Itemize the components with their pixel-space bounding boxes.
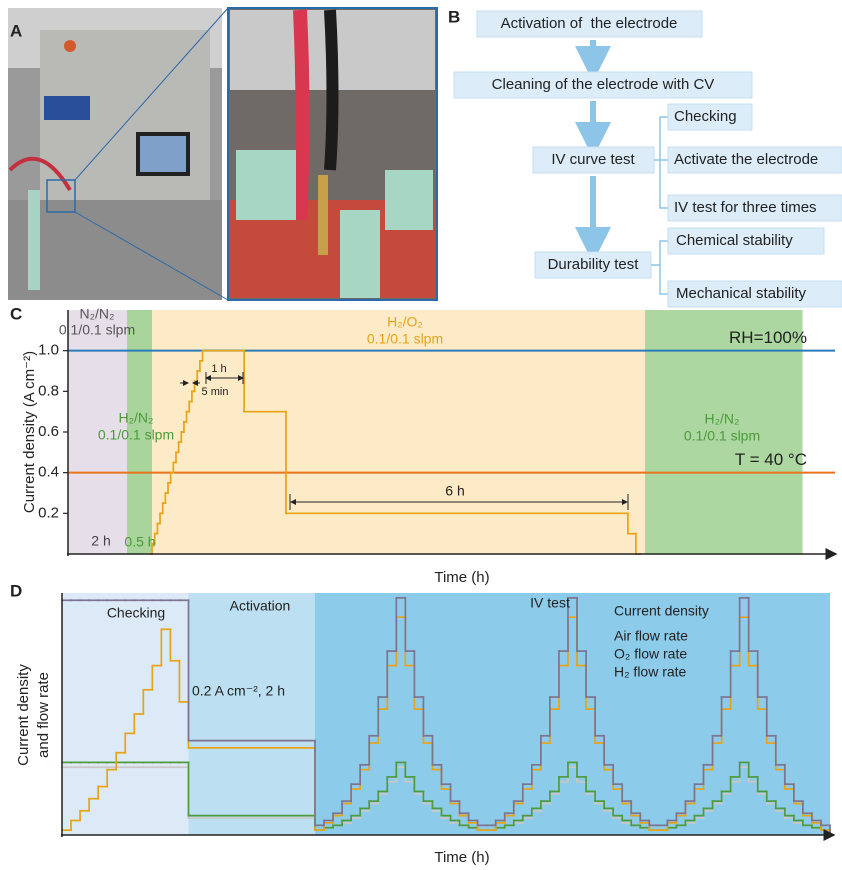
node-label: IV test for three times <box>674 199 817 216</box>
chart-d-labels: D Current density and flow rate Time (h)… <box>10 581 836 866</box>
chart-c-labels: C Current density (A cm⁻²) Time (h) N₂/N… <box>10 304 838 586</box>
region-label: H₂/N₂ <box>119 410 154 426</box>
flowchart: B Activation of the electrode Cleaning o… <box>448 7 842 308</box>
y-tick-label: 0.4 <box>38 464 59 481</box>
y-axis-label: and flow rate <box>35 672 52 758</box>
region-label: 0.1/0.1 slpm <box>684 428 760 444</box>
region <box>314 593 830 835</box>
region-label: 0.2 A cm⁻², 2 h <box>192 683 285 699</box>
region-label: Checking <box>107 605 165 621</box>
node-label: IV curve test <box>551 151 635 168</box>
x-axis-label: Time (h) <box>434 569 489 586</box>
region-label: H₂/O₂ <box>387 314 423 330</box>
region-label: 0.5 h <box>124 534 155 550</box>
x-axis-label: Time (h) <box>434 849 489 866</box>
chart-d-data <box>61 593 831 836</box>
region-label: 0.1/0.1 slpm <box>367 331 443 347</box>
chart-c-data: 0.2 0.4 0.6 0.8 1.0 RH=100% T = 40 °C <box>38 310 835 555</box>
reference-label: T = 40 °C <box>735 450 807 469</box>
y-tick-label: 1.0 <box>38 342 59 359</box>
annotation: 5 min <box>202 386 229 398</box>
legend-entry: Current density <box>614 603 709 619</box>
node-box <box>532 146 655 174</box>
y-axis-label: Current density (A cm⁻²) <box>21 351 38 513</box>
reference-label: RH=100% <box>729 328 807 347</box>
region-label: 0.1/0.1 slpm <box>59 322 135 338</box>
node-box <box>667 227 825 255</box>
legend-entry: Air flow rate <box>614 628 688 644</box>
y-tick-label: 0.8 <box>38 382 59 399</box>
region-label: Activation <box>230 598 291 614</box>
node-label: Activate the electrode <box>674 151 818 168</box>
panel-label: B <box>448 7 460 26</box>
node-box <box>667 194 842 222</box>
region-label: 2 h <box>91 533 110 549</box>
node-box <box>667 103 753 131</box>
panel-label: C <box>10 304 22 323</box>
panel-label: D <box>10 581 22 600</box>
node-box <box>667 146 842 174</box>
node-box <box>476 10 703 38</box>
region-label: N₂/N₂ <box>80 306 115 322</box>
node-label: Checking <box>674 108 737 125</box>
node-box <box>667 280 842 308</box>
y-axis-label: Current density <box>15 664 32 766</box>
region <box>188 593 315 835</box>
annotation: 1 h <box>211 363 226 375</box>
region-label: 0.1/0.1 slpm <box>98 427 174 443</box>
node-box <box>453 71 753 99</box>
region <box>62 593 189 835</box>
annotation: 6 h <box>445 483 464 499</box>
y-tick-label: 0.2 <box>38 504 59 521</box>
region-label: H₂/N₂ <box>705 411 740 427</box>
node-label: Durability test <box>548 256 640 273</box>
node-label: Chemical stability <box>676 232 793 249</box>
legend-entry: H₂ flow rate <box>614 664 687 680</box>
node-label: Cleaning of the electrode with CV <box>492 76 715 93</box>
region-label: IV test <box>530 595 570 611</box>
panel-label: A <box>10 21 22 40</box>
photo-panel: A <box>8 7 438 301</box>
y-tick-label: 0.6 <box>38 423 59 440</box>
node-label: Mechanical stability <box>676 285 807 302</box>
node-label: Activation of the electrode <box>501 15 678 32</box>
legend-entry: O₂ flow rate <box>614 646 687 662</box>
